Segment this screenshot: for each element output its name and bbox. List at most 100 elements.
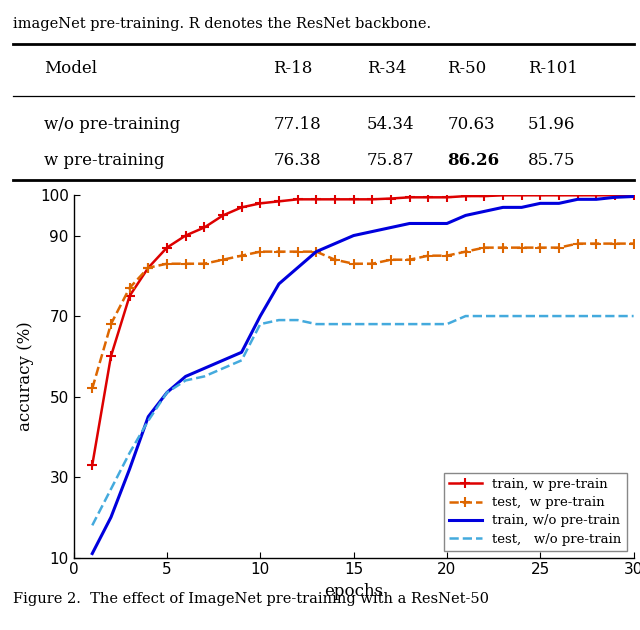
Text: 51.96: 51.96 <box>528 115 575 132</box>
train, w/o pre-train <box>275 280 283 288</box>
train, w pre-train <box>481 192 488 200</box>
Text: 86.26: 86.26 <box>447 152 499 169</box>
test,  w pre-train <box>481 244 488 251</box>
Line: test,   w/o pre-train: test, w/o pre-train <box>92 316 634 525</box>
train, w/o pre-train <box>238 348 246 356</box>
train, w/o pre-train <box>518 203 525 211</box>
train, w/o pre-train <box>182 372 189 380</box>
test,  w pre-train <box>88 385 96 392</box>
train, w pre-train <box>163 244 171 251</box>
test,  w pre-train <box>499 244 507 251</box>
test,  w pre-train <box>145 264 152 272</box>
test,   w/o pre-train <box>88 522 96 529</box>
test,  w pre-train <box>275 248 283 255</box>
Text: R-34: R-34 <box>367 60 406 77</box>
test,   w/o pre-train <box>611 312 619 320</box>
Text: imageNet pre-training. R denotes the ResNet backbone.: imageNet pre-training. R denotes the Res… <box>13 16 431 31</box>
test,  w pre-train <box>536 244 544 251</box>
train, w pre-train <box>387 195 395 202</box>
Text: 76.38: 76.38 <box>273 152 321 169</box>
train, w pre-train <box>294 195 301 203</box>
train, w pre-train <box>369 195 376 203</box>
test,  w pre-train <box>219 256 227 263</box>
test,   w/o pre-train <box>574 312 582 320</box>
test,   w/o pre-train <box>350 320 358 328</box>
train, w/o pre-train <box>443 220 451 227</box>
train, w pre-train <box>630 192 637 199</box>
Line: train, w/o pre-train: train, w/o pre-train <box>92 197 634 554</box>
test,  w pre-train <box>424 252 432 260</box>
test,  w pre-train <box>312 248 320 255</box>
train, w/o pre-train <box>424 220 432 227</box>
train, w/o pre-train <box>294 264 301 272</box>
train, w pre-train <box>182 232 189 239</box>
test,   w/o pre-train <box>593 312 600 320</box>
test,   w/o pre-train <box>555 312 563 320</box>
Text: 85.75: 85.75 <box>528 152 575 169</box>
train, w pre-train <box>462 192 470 200</box>
test,   w/o pre-train <box>219 365 227 372</box>
test,  w pre-train <box>443 252 451 260</box>
train, w/o pre-train <box>611 193 619 201</box>
test,   w/o pre-train <box>406 320 413 328</box>
train, w pre-train <box>331 195 339 203</box>
train, w/o pre-train <box>481 208 488 215</box>
test,   w/o pre-train <box>369 320 376 328</box>
test,   w/o pre-train <box>443 320 451 328</box>
Line: train, w pre-train: train, w pre-train <box>88 190 639 470</box>
test,  w pre-train <box>369 260 376 268</box>
train, w/o pre-train <box>88 550 96 558</box>
train, w pre-train <box>499 192 507 199</box>
test,  w pre-train <box>200 260 208 268</box>
test,   w/o pre-train <box>182 377 189 384</box>
test,   w/o pre-train <box>518 312 525 320</box>
train, w pre-train <box>126 292 134 300</box>
train, w pre-train <box>219 212 227 219</box>
Text: Figure 2.  The effect of ImageNet pre-training with a ResNet-50: Figure 2. The effect of ImageNet pre-tra… <box>13 592 489 606</box>
train, w pre-train <box>593 192 600 199</box>
test,  w pre-train <box>555 244 563 251</box>
train, w pre-train <box>275 198 283 205</box>
train, w pre-train <box>200 224 208 231</box>
train, w pre-train <box>107 353 115 360</box>
train, w pre-train <box>238 203 246 211</box>
Text: R-18: R-18 <box>273 60 313 77</box>
train, w/o pre-train <box>536 200 544 207</box>
test,  w pre-train <box>331 256 339 263</box>
test,   w/o pre-train <box>107 485 115 493</box>
Text: w/o pre-training: w/o pre-training <box>44 115 180 132</box>
test,  w pre-train <box>163 260 171 268</box>
test,   w/o pre-train <box>481 312 488 320</box>
test,  w pre-train <box>182 260 189 268</box>
Legend: train, w pre-train, test,  w pre-train, train, w/o pre-train, test,   w/o pre-tr: train, w pre-train, test, w pre-train, t… <box>444 472 627 551</box>
train, w pre-train <box>350 195 358 203</box>
train, w/o pre-train <box>387 224 395 231</box>
Text: w pre-training: w pre-training <box>44 152 164 169</box>
test,  w pre-train <box>107 320 115 328</box>
train, w/o pre-train <box>163 389 171 396</box>
test,   w/o pre-train <box>294 316 301 324</box>
train, w/o pre-train <box>257 312 264 320</box>
train, w pre-train <box>443 193 451 201</box>
test,   w/o pre-train <box>462 312 470 320</box>
train, w/o pre-train <box>555 200 563 207</box>
Text: 54.34: 54.34 <box>367 115 414 132</box>
train, w/o pre-train <box>369 227 376 235</box>
test,  w pre-train <box>294 248 301 255</box>
train, w/o pre-train <box>630 193 637 200</box>
test,  w pre-train <box>387 256 395 263</box>
test,  w pre-train <box>257 248 264 255</box>
train, w/o pre-train <box>107 513 115 521</box>
test,  w pre-train <box>518 244 525 251</box>
test,   w/o pre-train <box>331 320 339 328</box>
test,  w pre-train <box>462 248 470 255</box>
test,  w pre-train <box>406 256 413 263</box>
train, w/o pre-train <box>350 232 358 239</box>
train, w pre-train <box>555 192 563 199</box>
Text: 70.63: 70.63 <box>447 115 495 132</box>
test,   w/o pre-train <box>424 320 432 328</box>
X-axis label: epochs: epochs <box>324 583 383 600</box>
test,   w/o pre-train <box>163 389 171 396</box>
train, w pre-train <box>574 192 582 199</box>
train, w pre-train <box>611 192 619 199</box>
